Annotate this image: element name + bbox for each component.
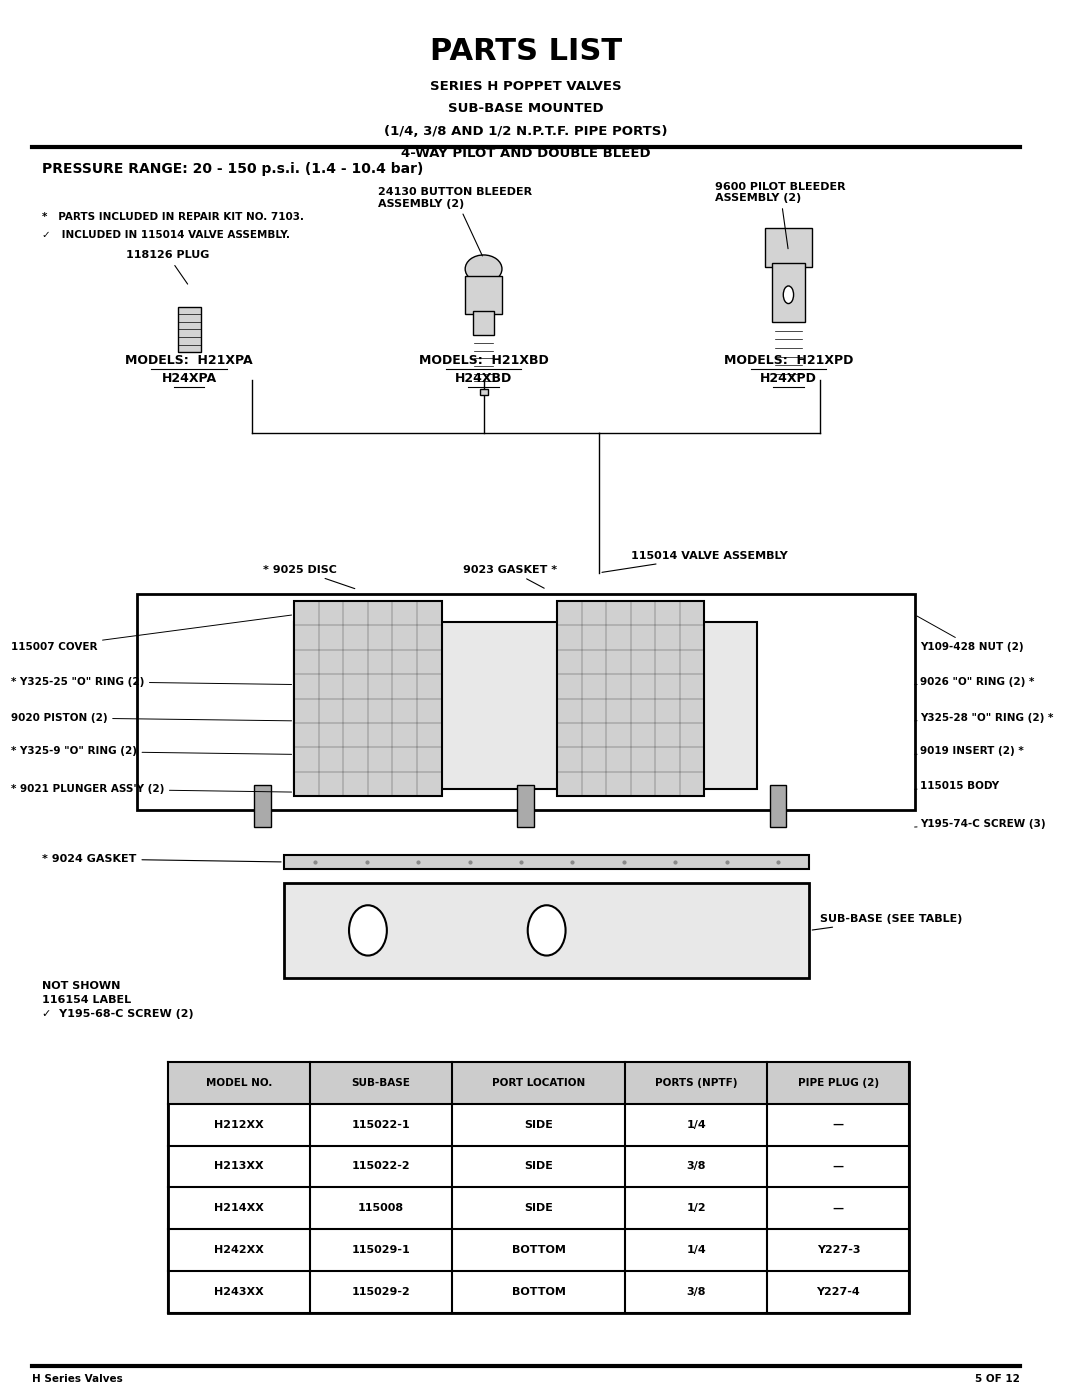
Text: 3/8: 3/8: [687, 1161, 706, 1172]
Text: Y227-4: Y227-4: [816, 1287, 861, 1298]
Text: Y109-428 NUT (2): Y109-428 NUT (2): [917, 616, 1024, 651]
Text: SUB-BASE: SUB-BASE: [352, 1077, 410, 1088]
Text: MODELS:  H21XPD: MODELS: H21XPD: [724, 353, 853, 367]
FancyBboxPatch shape: [465, 277, 502, 314]
Text: H Series Valves: H Series Valves: [31, 1373, 122, 1384]
Text: MODELS:  H21XPA: MODELS: H21XPA: [125, 353, 253, 367]
Bar: [178, 307, 201, 352]
Text: NOT SHOWN
116154 LABEL
✓  Y195-68-C SCREW (2): NOT SHOWN 116154 LABEL ✓ Y195-68-C SCREW…: [42, 981, 193, 1018]
Text: 1/2: 1/2: [687, 1203, 706, 1214]
Text: H214XX: H214XX: [214, 1203, 265, 1214]
Text: SERIES H POPPET VALVES: SERIES H POPPET VALVES: [430, 80, 621, 94]
Text: H243XX: H243XX: [214, 1287, 264, 1298]
Text: 115015 BODY: 115015 BODY: [915, 781, 999, 791]
Bar: [284, 883, 810, 978]
Text: BOTTOM: BOTTOM: [512, 1245, 566, 1256]
Bar: [284, 855, 810, 869]
Text: —: —: [833, 1119, 843, 1130]
Text: H212XX: H212XX: [214, 1119, 264, 1130]
Text: 9026 "O" RING (2) *: 9026 "O" RING (2) *: [915, 676, 1035, 686]
Bar: [295, 622, 757, 789]
Text: ✓   INCLUDED IN 115014 VALVE ASSEMBLY.: ✓ INCLUDED IN 115014 VALVE ASSEMBLY.: [42, 229, 291, 240]
Text: PIPE PLUG (2): PIPE PLUG (2): [798, 1077, 879, 1088]
Text: PRESSURE RANGE: 20 - 150 p.s.i. (1.4 - 10.4 bar): PRESSURE RANGE: 20 - 150 p.s.i. (1.4 - 1…: [42, 162, 423, 176]
Circle shape: [349, 905, 387, 956]
Bar: [765, 228, 812, 267]
Bar: [517, 785, 534, 827]
Bar: [168, 1062, 909, 1313]
Text: 9600 PILOT BLEEDER
ASSEMBLY (2): 9600 PILOT BLEEDER ASSEMBLY (2): [715, 182, 846, 249]
Text: 5 OF 12: 5 OF 12: [975, 1373, 1020, 1384]
Text: SUB-BASE (SEE TABLE): SUB-BASE (SEE TABLE): [812, 914, 962, 930]
Text: H24XPD: H24XPD: [760, 372, 816, 386]
Bar: [772, 264, 805, 323]
Bar: [770, 785, 786, 827]
Text: —: —: [833, 1203, 843, 1214]
Text: —: —: [833, 1161, 843, 1172]
Text: BOTTOM: BOTTOM: [512, 1287, 566, 1298]
Text: 115029-1: 115029-1: [352, 1245, 410, 1256]
Text: MODEL NO.: MODEL NO.: [206, 1077, 272, 1088]
Text: 3/8: 3/8: [687, 1287, 706, 1298]
Text: 115029-2: 115029-2: [352, 1287, 410, 1298]
Bar: [168, 1062, 909, 1104]
Text: * 9024 GASKET: * 9024 GASKET: [42, 854, 281, 863]
Text: SUB-BASE MOUNTED: SUB-BASE MOUNTED: [448, 102, 604, 116]
Bar: [480, 390, 487, 394]
Text: 115022-2: 115022-2: [352, 1161, 410, 1172]
Text: 115007 COVER: 115007 COVER: [11, 615, 292, 651]
Text: H24XBD: H24XBD: [455, 372, 512, 386]
Text: SIDE: SIDE: [524, 1203, 553, 1214]
Text: 1/4: 1/4: [687, 1119, 706, 1130]
Text: * Y325-9 "O" RING (2): * Y325-9 "O" RING (2): [11, 746, 292, 756]
Text: * 9021 PLUNGER ASS'Y (2): * 9021 PLUNGER ASS'Y (2): [11, 784, 292, 793]
Text: H242XX: H242XX: [214, 1245, 265, 1256]
Text: 9020 PISTON (2): 9020 PISTON (2): [11, 712, 292, 722]
Text: PORTS (NPTF): PORTS (NPTF): [656, 1077, 738, 1088]
Text: * Y325-25 "O" RING (2): * Y325-25 "O" RING (2): [11, 676, 292, 686]
Text: SIDE: SIDE: [524, 1119, 553, 1130]
Text: 24130 BUTTON BLEEDER
ASSEMBLY (2): 24130 BUTTON BLEEDER ASSEMBLY (2): [378, 187, 532, 256]
Text: *   PARTS INCLUDED IN REPAIR KIT NO. 7103.: * PARTS INCLUDED IN REPAIR KIT NO. 7103.: [42, 211, 305, 222]
Bar: [557, 601, 704, 796]
Bar: [295, 601, 442, 796]
Text: Y195-74-C SCREW (3): Y195-74-C SCREW (3): [915, 819, 1045, 828]
Text: H24XPA: H24XPA: [162, 372, 217, 386]
Text: 118126 PLUG: 118126 PLUG: [126, 250, 210, 284]
Circle shape: [528, 905, 566, 956]
Text: SIDE: SIDE: [524, 1161, 553, 1172]
Bar: [137, 594, 915, 810]
Text: 115022-1: 115022-1: [352, 1119, 410, 1130]
Text: 115014 VALVE ASSEMBLY: 115014 VALVE ASSEMBLY: [602, 550, 787, 573]
Text: 1/4: 1/4: [687, 1245, 706, 1256]
Bar: [255, 785, 271, 827]
Bar: [473, 312, 494, 335]
Text: Y227-3: Y227-3: [816, 1245, 860, 1256]
Text: PORT LOCATION: PORT LOCATION: [492, 1077, 585, 1088]
Text: Y325-28 "O" RING (2) *: Y325-28 "O" RING (2) *: [915, 712, 1053, 722]
Text: MODELS:  H21XBD: MODELS: H21XBD: [419, 353, 549, 367]
Text: PARTS LIST: PARTS LIST: [430, 38, 622, 66]
Text: 9023 GASKET *: 9023 GASKET *: [462, 564, 556, 588]
Text: 4-WAY PILOT AND DOUBLE BLEED: 4-WAY PILOT AND DOUBLE BLEED: [401, 147, 650, 161]
Text: 115008: 115008: [357, 1203, 404, 1214]
Text: 9019 INSERT (2) *: 9019 INSERT (2) *: [915, 746, 1024, 756]
Text: * 9025 DISC: * 9025 DISC: [262, 564, 355, 588]
Text: H213XX: H213XX: [214, 1161, 264, 1172]
Ellipse shape: [783, 286, 794, 303]
Text: (1/4, 3/8 AND 1/2 N.P.T.F. PIPE PORTS): (1/4, 3/8 AND 1/2 N.P.T.F. PIPE PORTS): [383, 124, 667, 138]
Ellipse shape: [465, 254, 502, 282]
